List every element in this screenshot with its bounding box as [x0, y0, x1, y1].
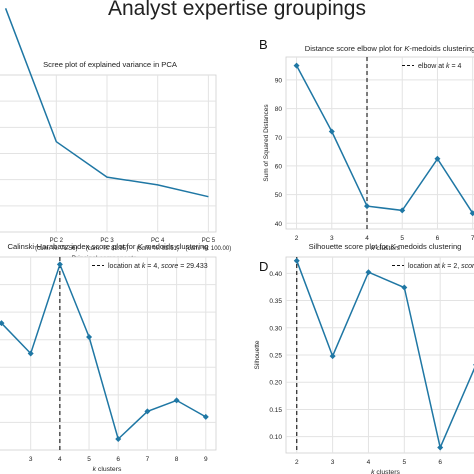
- y-tick-label: 90: [275, 77, 283, 84]
- x-axis-label: k clusters: [371, 245, 400, 252]
- y-tick-label: 0.40: [269, 271, 282, 278]
- data-point: [434, 155, 441, 162]
- legend-label: location at k = 2, score = 0.423: [408, 263, 474, 270]
- x-tick-label: 5: [400, 235, 404, 242]
- x-tick-label: 4: [365, 235, 369, 242]
- plot-frame: [285, 56, 474, 230]
- chart-title: Scree plot of explained variance in PCA: [43, 60, 178, 69]
- y-tick-label: 0.25: [269, 353, 282, 360]
- x-tick-label: 6: [116, 456, 120, 463]
- y-axis-label: Silhouette: [254, 340, 261, 369]
- series-line: [0, 262, 207, 441]
- series-line: [4, 8, 209, 198]
- x-tick-label: 4: [367, 459, 371, 466]
- x-axis-label: k clusters: [93, 466, 122, 473]
- x-tick-label: PC 3: [100, 238, 114, 244]
- x-tick-label: 3: [29, 456, 33, 463]
- chart-silhouette: Silhouette score plot for K-medoids clus…: [254, 242, 474, 474]
- data-point: [329, 353, 336, 360]
- x-tick-label: 5: [403, 459, 407, 466]
- x-tick-label: 7: [471, 235, 474, 242]
- x-tick-label: 6: [436, 235, 440, 242]
- data-point: [173, 397, 180, 404]
- y-tick-label: 50: [275, 192, 283, 199]
- data-point: [115, 435, 122, 442]
- x-tick-label: 6: [438, 459, 442, 466]
- y-tick-label: 0.15: [269, 407, 282, 414]
- y-tick-label: 60: [275, 163, 283, 170]
- data-point: [365, 269, 372, 276]
- x-tick-label: PC 4: [151, 238, 165, 244]
- y-tick-label: 0.30: [269, 325, 282, 332]
- chart-scree: Scree plot of explained variance in PCA P…: [0, 8, 231, 262]
- y-tick-label: 70: [275, 135, 283, 142]
- x-tick-label: 3: [331, 459, 335, 466]
- x-tick-label: 9: [204, 456, 208, 463]
- data-point: [56, 261, 63, 268]
- x-tick-label: 4: [58, 456, 62, 463]
- data-point: [0, 320, 5, 327]
- x-axis-label: k clusters: [371, 469, 400, 474]
- x-tick-sublabel: (cum. %: 100.00): [186, 246, 232, 252]
- chart-calinski: Calinski-Harabasz index score plot for K…: [0, 242, 217, 473]
- data-point: [437, 444, 444, 451]
- chart-title: Silhouette score plot for K-medoids clus…: [309, 242, 462, 251]
- x-tick-label: 2: [295, 459, 299, 466]
- x-tick-sublabel: (cum. %: 82.95): [86, 246, 128, 252]
- data-point: [202, 413, 209, 420]
- x-tick-sublabel: (cum. %: 92.61): [137, 246, 179, 252]
- data-point: [401, 284, 408, 291]
- data-point: [27, 350, 34, 357]
- data-point: [293, 62, 300, 69]
- x-tick-label: 2: [295, 235, 299, 242]
- data-point: [328, 128, 335, 135]
- y-tick-label: 0.35: [269, 298, 282, 305]
- figure-title: Analyst expertise groupings: [108, 0, 366, 20]
- chart-elbow: Distance score elbow plot for K-medoids …: [263, 44, 474, 252]
- data-point: [293, 257, 300, 264]
- chart-title: Calinski-Harabasz index score plot for K…: [8, 242, 209, 251]
- y-tick-label: 40: [275, 221, 283, 228]
- plot-frame: [0, 256, 217, 451]
- x-tick-label: 3: [330, 235, 334, 242]
- x-tick-sublabel: (cum. %: 71.56): [35, 246, 77, 252]
- y-tick-label: 80: [275, 106, 283, 113]
- x-tick-label: PC 5: [202, 238, 216, 244]
- y-tick-label: 0.20: [269, 380, 282, 387]
- chart-title: Distance score elbow plot for K-medoids …: [305, 44, 474, 53]
- data-point: [469, 210, 474, 217]
- y-tick-label: 0.10: [269, 434, 282, 441]
- panel-label-b: B: [259, 37, 268, 52]
- x-tick-label: 7: [146, 456, 150, 463]
- data-point: [399, 207, 406, 214]
- x-tick-label: 5: [87, 456, 91, 463]
- data-point: [144, 408, 151, 415]
- panel-label-d: D: [259, 259, 269, 274]
- data-point: [364, 203, 371, 210]
- x-tick-label: 8: [175, 456, 179, 463]
- legend-label: location at k = 4, score = 29.433: [108, 263, 208, 270]
- y-axis-label: Sum of Squared Distances: [263, 104, 270, 182]
- legend-label: elbow at k = 4: [418, 63, 462, 70]
- x-tick-label: PC 2: [50, 238, 64, 244]
- data-point: [86, 333, 93, 340]
